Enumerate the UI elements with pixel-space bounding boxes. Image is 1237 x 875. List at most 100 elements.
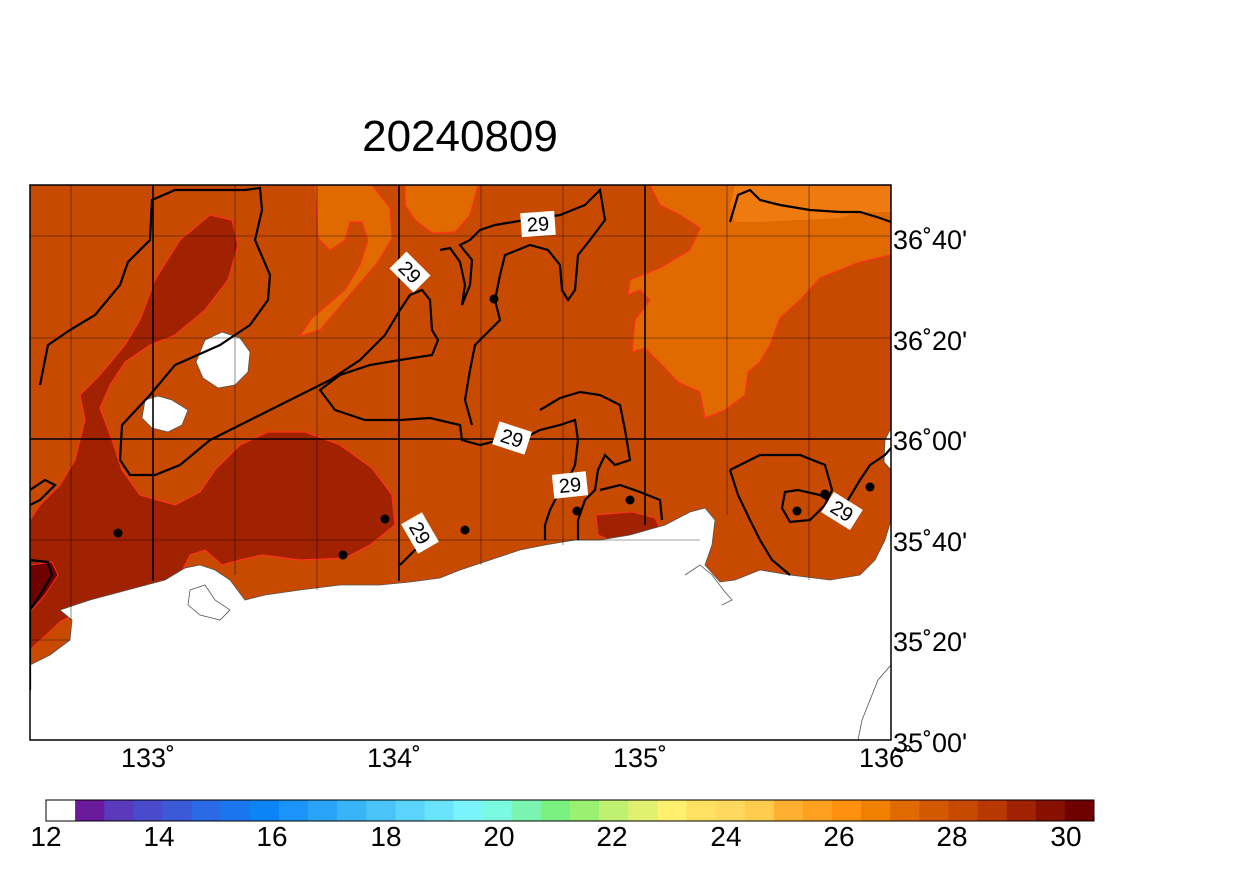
lat-tick-label: 35˚20' <box>893 627 967 657</box>
colorbar-swatch <box>1035 800 1066 821</box>
coastline-bay-east <box>684 564 733 606</box>
contour-label-text: 29 <box>558 474 582 498</box>
colorbar-tick-label: 28 <box>936 821 967 852</box>
lat-tick-label: 35˚00' <box>893 728 967 758</box>
colorbar-tick-label: 18 <box>370 821 401 852</box>
station-dot <box>820 489 830 499</box>
contour-line-east-1 <box>539 390 632 540</box>
lon-tick-label: 136˚ <box>859 743 913 773</box>
land-mainland <box>30 507 891 740</box>
station-dot <box>460 525 470 535</box>
sst-cool-region-north <box>404 185 479 234</box>
map-title: 20240809 <box>362 112 558 161</box>
colorbar-tick-label: 26 <box>823 821 854 852</box>
lon-axis: 133˚ 134˚ 135˚ 136˚ <box>121 743 913 773</box>
colorbar-swatch <box>832 800 862 821</box>
colorbar-swatch <box>977 800 1008 821</box>
colorbar-labels: 12 14 16 18 20 22 24 26 28 30 <box>30 821 1081 852</box>
colorbar-swatch <box>337 800 367 821</box>
colorbar-swatch <box>278 800 309 821</box>
colorbar-tick-label: 20 <box>483 821 514 852</box>
contour-line-north <box>439 187 607 426</box>
lat-tick-label: 36˚00' <box>893 426 967 456</box>
lat-tick-label: 36˚20' <box>893 326 967 356</box>
colorbar-tick-label: 12 <box>30 821 61 852</box>
contour-line-east-2 <box>599 483 664 521</box>
colorbar-swatch <box>628 800 658 821</box>
contour-label-4: 29 <box>551 471 589 499</box>
colorbar-swatch <box>395 800 425 821</box>
sst-cool-region-northeast <box>627 185 891 419</box>
contour-line-west <box>38 186 501 477</box>
colorbar-swatch <box>249 800 280 821</box>
land-island-oki-dogo <box>195 331 251 389</box>
contour-lines <box>30 186 891 690</box>
colorbar-tick-label: 14 <box>143 821 174 852</box>
contour-line-northeast <box>728 188 891 224</box>
colorbar-swatch <box>482 800 513 821</box>
contour-line-southeast <box>729 447 891 524</box>
station-dot <box>489 294 499 304</box>
colorbar-swatch <box>599 800 629 821</box>
station-dot <box>625 495 635 505</box>
colorbar-swatch <box>657 800 687 821</box>
colorbar-swatch <box>715 800 746 821</box>
lon-tick-label: 134˚ <box>367 743 421 773</box>
colorbar-swatch <box>366 800 396 821</box>
station-dot <box>792 506 802 516</box>
colorbar-swatch <box>104 800 134 821</box>
colorbar-swatch <box>861 800 891 821</box>
colorbar-swatch <box>686 800 717 821</box>
colorbar-swatch <box>540 800 571 821</box>
colorbar <box>45 799 1095 822</box>
map-frame <box>29 184 892 741</box>
sst-warm-region-west <box>30 214 396 651</box>
colorbar-swatch <box>570 800 600 821</box>
station-dot <box>380 514 390 524</box>
colorbar-swatch <box>919 800 949 821</box>
coastline-lake <box>187 584 231 621</box>
colorbar-swatch <box>133 800 163 821</box>
sst-field <box>30 185 891 740</box>
major-grid <box>30 185 891 581</box>
colorbar-swatch <box>802 800 833 821</box>
colorbar-swatch <box>744 800 775 821</box>
colorbar-swatch <box>220 800 251 821</box>
contour-label-1: 29 <box>520 210 556 238</box>
station-dot <box>865 482 875 492</box>
lon-tick-label: 135˚ <box>613 743 667 773</box>
station-dot <box>113 528 123 538</box>
colorbar-tick-label: 24 <box>710 821 741 852</box>
colorbar-frame <box>45 799 1095 822</box>
lat-tick-label: 35˚40' <box>893 527 967 557</box>
contour-line-center <box>519 418 580 540</box>
contour-line-southwest-2 <box>30 558 54 611</box>
colorbar-swatch <box>191 800 222 821</box>
colorbar-swatch <box>773 800 804 821</box>
colorbar-swatch <box>511 800 542 821</box>
lat-axis: 36˚40' 36˚20' 36˚00' 35˚40' 35˚20' 35˚00… <box>893 225 967 758</box>
colorbar-swatch <box>424 800 455 821</box>
colorbar-tick-label: 22 <box>596 821 627 852</box>
sst-cool-region-northwest <box>298 185 393 338</box>
colorbar-swatch <box>308 800 338 821</box>
contour-label-text: 29 <box>526 213 550 236</box>
colorbar-tick-label: 30 <box>1050 821 1081 852</box>
contour-line-southeast-2 <box>728 469 791 576</box>
lon-tick-label: 133˚ <box>121 743 175 773</box>
colorbar-swatch <box>1064 800 1095 821</box>
colorbar-swatch <box>162 800 193 821</box>
contour-line-southwest <box>30 478 57 506</box>
colorbar-swatch <box>1006 800 1037 821</box>
coastline-peninsula <box>857 664 891 740</box>
lat-tick-label: 36˚40' <box>893 225 967 255</box>
station-dot <box>572 506 582 516</box>
colorbar-tick-label: 16 <box>256 821 287 852</box>
colorbar-swatch <box>890 800 920 821</box>
station-dot <box>338 550 348 560</box>
colorbar-swatch <box>453 800 484 821</box>
colorbar-swatch <box>948 800 979 821</box>
colorbar-swatch <box>75 800 105 821</box>
colorbar-swatch <box>46 800 76 821</box>
